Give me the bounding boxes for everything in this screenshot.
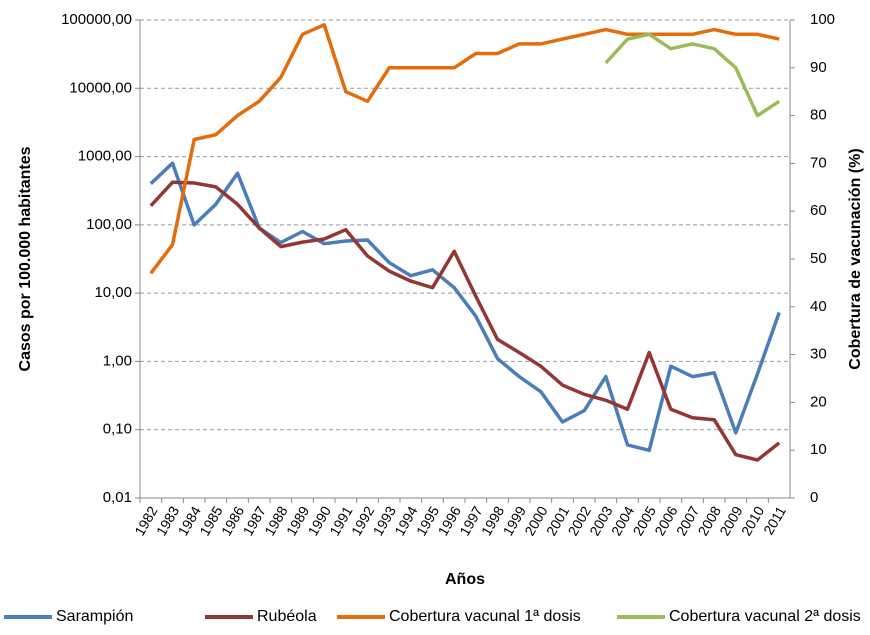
- y-axis-title: Casos por 100.000 habitantes: [17, 146, 34, 371]
- x-axis-title: Años: [445, 571, 485, 588]
- y2-tick-label: 80: [810, 107, 827, 124]
- y-tick-label: 0,01: [103, 489, 132, 506]
- y2-tick-label: 20: [810, 393, 827, 410]
- legend-label: Sarampión: [56, 608, 133, 625]
- x-tick-label: 2010: [738, 503, 768, 538]
- y2-tick-label: 50: [810, 250, 827, 267]
- y-tick-label: 1,00: [103, 352, 132, 369]
- y2-tick-label: 70: [810, 154, 827, 171]
- y-tick-label: 100,00: [86, 216, 132, 233]
- y-tick-label: 10,00: [94, 284, 132, 301]
- series-line: [604, 32, 781, 118]
- y2-tick-label: 40: [810, 298, 827, 315]
- y-tick-label: 10000,00: [69, 79, 132, 96]
- y2-tick-label: 10: [810, 441, 827, 458]
- series-line: [149, 180, 781, 462]
- y-tick-label: 100000,00: [61, 11, 132, 28]
- y-tick-label: 0,10: [103, 421, 132, 438]
- y2-tick-label: 30: [810, 346, 827, 363]
- y2-tick-label: 60: [810, 202, 827, 219]
- y-tick-label: 1000,00: [78, 148, 132, 165]
- y2-tick-label: 0: [810, 489, 818, 506]
- y2-tick-label: 90: [810, 59, 827, 76]
- x-tick-label: 2011: [760, 503, 789, 537]
- series-line: [149, 161, 781, 453]
- legend-label: Rubéola: [257, 608, 317, 625]
- y2-axis-title: Cobertura de vacunación (%): [847, 148, 864, 369]
- y2-tick-label: 100: [810, 11, 835, 28]
- legend-label: Cobertura vacunal 2ª dosis: [669, 608, 861, 625]
- series-line: [149, 23, 780, 275]
- legend-label: Cobertura vacunal 1ª dosis: [389, 608, 581, 625]
